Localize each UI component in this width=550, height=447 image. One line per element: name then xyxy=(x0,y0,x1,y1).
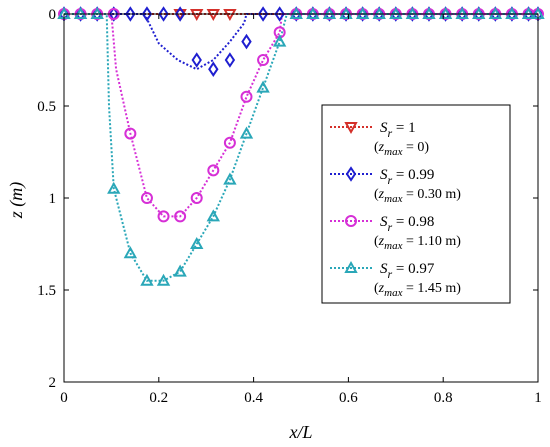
legend-label-1: Sr = 1 xyxy=(380,120,416,140)
series-2-point-7 xyxy=(158,6,169,22)
x-tick-label: 0.4 xyxy=(244,390,263,406)
series-3-point-11 xyxy=(223,136,236,149)
y-tick-label: 1.5 xyxy=(37,283,56,299)
legend-box xyxy=(321,104,511,304)
series-2-point-11 xyxy=(224,52,236,68)
series-4-point-11 xyxy=(223,172,237,185)
legend-label-2: Sr = 0.99 xyxy=(380,167,434,187)
x-tick-label: 1 xyxy=(534,390,542,406)
series-line-2 xyxy=(64,13,538,71)
series-4-point-6 xyxy=(140,273,154,286)
y-tick-label: 2 xyxy=(49,375,57,391)
series-2-point-12 xyxy=(241,33,252,50)
legend-note-1: (zmax = 0) xyxy=(374,140,429,158)
x-tick-label: 0.8 xyxy=(434,390,453,406)
series-2-point-5 xyxy=(125,6,136,22)
series-2-point-9 xyxy=(191,52,202,68)
series-3-point-6 xyxy=(140,192,153,204)
series-3-point-10 xyxy=(207,164,220,177)
series-2-point-10 xyxy=(208,61,219,78)
legend: Sr = 1(zmax = 0) Sr = 0.99(zmax = 0.30 m)… xyxy=(321,104,511,304)
series-4-point-10 xyxy=(206,209,221,222)
y-tick-label: 0.5 xyxy=(37,99,56,115)
series-line-3 xyxy=(64,13,538,218)
series-3-point-9 xyxy=(190,192,203,204)
series-3-point-5 xyxy=(124,127,137,140)
series-4-point-5 xyxy=(123,246,138,259)
x-tick-label: 0.2 xyxy=(149,390,168,406)
x-axis-label: x/L xyxy=(288,422,312,442)
legend-note-4: (zmax = 1.45 m) xyxy=(374,281,461,299)
legend-note-2: (zmax = 0.30 m) xyxy=(374,187,461,205)
y-axis-ticks: 0 0.5 1 1.5 2 xyxy=(37,7,538,391)
series-4-point-12 xyxy=(239,126,254,139)
legend-note-3: (zmax = 1.10 m) xyxy=(374,234,461,252)
series-2-point-13 xyxy=(257,6,269,22)
legend-swatch-marker xyxy=(344,260,358,273)
series-3-point-13 xyxy=(257,54,270,66)
legend-swatch-marker xyxy=(345,166,357,182)
legend-label-3: Sr = 0.98 xyxy=(380,214,434,234)
x-tick-label: 0.6 xyxy=(339,390,358,406)
series-4-point-14 xyxy=(272,34,287,47)
y-axis-label: z (m) xyxy=(6,182,27,220)
series-2-point-14 xyxy=(274,6,285,22)
legend-label-4: Sr = 0.97 xyxy=(380,261,435,281)
y-tick-label: 0 xyxy=(49,7,57,23)
x-axis-ticks: 0 0.2 0.4 0.6 0.8 1 xyxy=(60,14,542,406)
series-4-point-8 xyxy=(173,264,187,277)
series-4-point-13 xyxy=(256,80,270,93)
series-4-point-9 xyxy=(190,236,204,249)
series-2-point-6 xyxy=(141,6,153,22)
series-4-point-7 xyxy=(156,273,171,286)
legend-swatch-marker xyxy=(345,215,357,227)
series-line-4 xyxy=(64,13,538,282)
y-tick-label: 1 xyxy=(49,191,57,207)
series-4-point-4 xyxy=(107,181,121,194)
series-2-point-8 xyxy=(174,6,186,22)
series-3-point-12 xyxy=(240,90,253,103)
series-3-point-7 xyxy=(157,210,170,223)
series-3-point-8 xyxy=(174,210,187,223)
legend-swatch-marker xyxy=(344,122,358,135)
x-tick-label: 0 xyxy=(60,390,68,406)
